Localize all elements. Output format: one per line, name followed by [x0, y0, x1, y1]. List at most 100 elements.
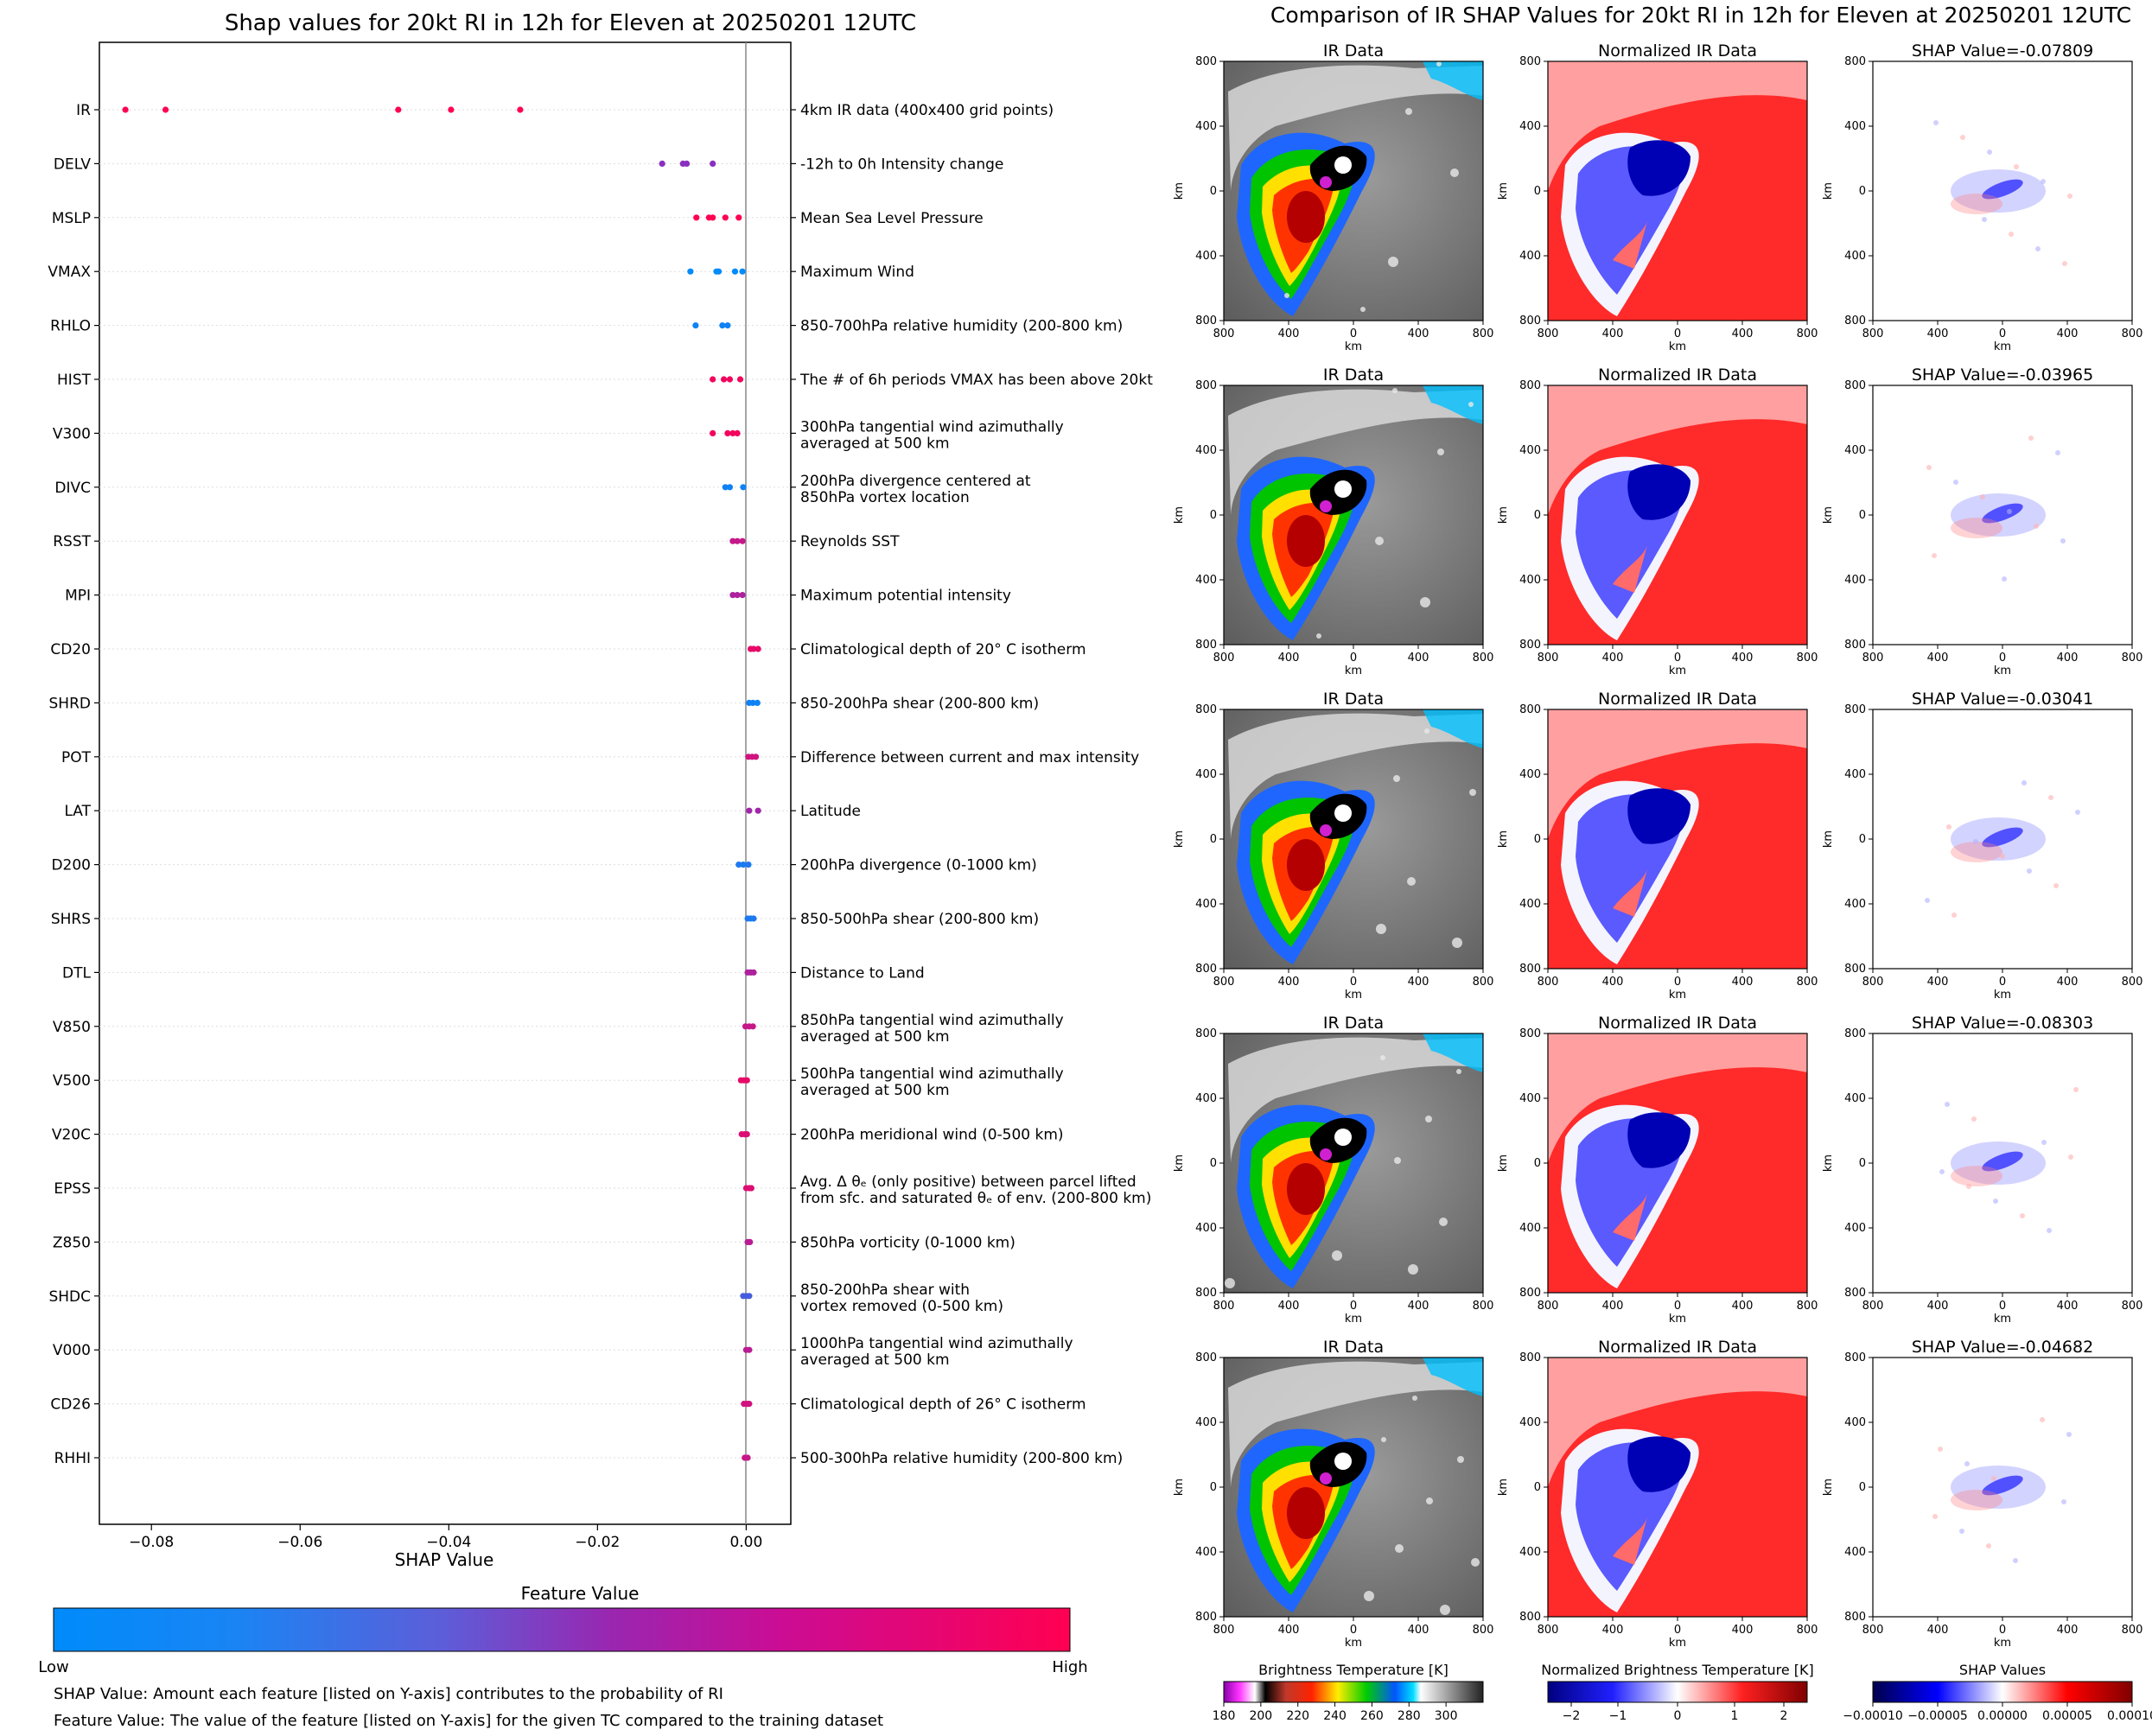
x-tick-label: 400: [1602, 1300, 1624, 1313]
shap-point: [692, 322, 699, 329]
feature-description: Climatological depth of 26° C isotherm: [800, 1396, 1086, 1414]
feature-description: averaged at 500 km: [800, 1082, 950, 1099]
colorbar-tick-label: −0.00010: [1843, 1709, 1903, 1723]
shap-point: [517, 106, 524, 113]
shap-neg-core: [1982, 827, 2023, 848]
shap-point: [746, 1346, 753, 1353]
shap-point: [734, 537, 741, 544]
x-tick-label: 0: [1350, 1300, 1357, 1313]
colorbar-title: Normalized Brightness Temperature [K]: [1541, 1662, 1814, 1678]
y-axis-label: km: [1173, 1478, 1186, 1496]
image-content: [1548, 385, 1807, 645]
y-tick-label: 800: [1844, 55, 1866, 68]
x-tick-label: 400: [1278, 327, 1300, 340]
y-tick-label: 800: [1195, 1027, 1217, 1040]
shap-speckle: [2002, 576, 2007, 582]
shap-point: [162, 106, 169, 113]
shap-point: [734, 592, 741, 599]
panel-title: SHAP Value=-0.03965: [1912, 366, 2093, 385]
shap-point: [734, 429, 741, 436]
shap-speckle: [2014, 164, 2019, 169]
x-axis-label: km: [1345, 989, 1362, 1002]
cold-cloud-top: [1423, 1358, 1483, 1396]
y-axis-label: km: [1822, 1478, 1835, 1496]
y-tick-label: 0: [1859, 1157, 1866, 1170]
y-tick-label: 0: [1534, 833, 1541, 846]
x-tick-label: 800: [1473, 976, 1494, 989]
x-tick-label: 400: [1408, 976, 1429, 989]
norm-core: [1627, 464, 1690, 520]
x-axis-label: km: [1669, 340, 1686, 353]
shap-point: [754, 699, 761, 707]
x-tick-label: 400: [1602, 1624, 1624, 1637]
x-tick-label: 800: [2122, 652, 2143, 665]
y-tick-label: 400: [1195, 444, 1217, 457]
y-tick-label: 400: [1844, 250, 1866, 263]
image-panel: SHAP Value=-0.07809800800400400004004008…: [1822, 41, 2142, 353]
shap-point: [750, 969, 757, 976]
y-tick-label: 800: [1195, 1287, 1217, 1300]
feature-description: 850-200hPa shear with: [800, 1281, 970, 1299]
y-tick-label: 400: [1519, 1546, 1541, 1559]
shap-speckle: [2028, 436, 2034, 441]
scattered-cloud: [1468, 402, 1474, 407]
comparison-title: Comparison of IR SHAP Values for 20kt RI…: [1270, 3, 2131, 28]
shap-speckle: [1945, 1102, 1950, 1107]
x-tick-label: 0: [1350, 976, 1357, 989]
y-tick-label: 400: [1844, 1092, 1866, 1105]
scattered-cloud: [1405, 108, 1412, 115]
feature-description: 500hPa tangential wind azimuthally: [800, 1065, 1064, 1083]
x-axis-label: km: [1994, 340, 2011, 353]
image-content: [1873, 385, 2132, 645]
norm-inner-warm: [1613, 221, 1647, 269]
shap-point: [395, 106, 402, 113]
shap-point: [750, 915, 757, 922]
x-tick-label: 800: [1862, 1300, 1884, 1313]
eye-magenta: [1320, 1472, 1332, 1485]
shap-point: [754, 645, 761, 652]
feature-description: 300hPa tangential wind azimuthally: [800, 418, 1064, 436]
image-content: [1548, 709, 1807, 969]
shap-speckle: [1959, 1529, 1964, 1534]
norm-band: [1548, 1358, 1807, 1487]
shap-point: [746, 1401, 753, 1408]
feature-description: vortex removed (0-500 km): [800, 1298, 1003, 1315]
x-tick-label: 400: [1408, 1624, 1429, 1637]
footnote-shap: SHAP Value: Amount each feature [listed …: [54, 1685, 723, 1703]
shap-speckle: [2075, 810, 2080, 815]
feature-label: RHLO: [50, 318, 91, 335]
storm-core: [1287, 1163, 1325, 1215]
feature-label: V300: [53, 425, 91, 442]
y-tick-label: 800: [1195, 379, 1217, 392]
storm-core: [1287, 839, 1325, 891]
scattered-cloud: [1393, 775, 1400, 782]
panel-title: IR Data: [1323, 1338, 1384, 1357]
y-axis-label: km: [1173, 506, 1186, 524]
shap-point: [715, 268, 723, 275]
feature-description: 500-300hPa relative humidity (200-800 km…: [800, 1450, 1123, 1467]
y-tick-label: 0: [1210, 509, 1217, 522]
scattered-cloud: [1375, 537, 1384, 545]
colorbar: SHAP Values −0.00010 −0.00005 0.00000 0.0000…: [1843, 1662, 2152, 1723]
x-tick-label: 800: [1213, 652, 1235, 665]
y-tick-label: 400: [1844, 1222, 1866, 1235]
y-axis-label: km: [1497, 1154, 1510, 1172]
norm-core: [1627, 140, 1690, 196]
feature-description: 4km IR data (400x400 grid points): [800, 102, 1054, 119]
y-axis-label: km: [1497, 506, 1510, 524]
colorbar-gradient: [1872, 1681, 2133, 1703]
x-tick-label: −0.06: [277, 1534, 322, 1551]
shap-speckle: [2020, 1213, 2025, 1218]
image-grid: IR Data80080040040000400400800800kmkmNor…: [1173, 41, 2142, 1650]
x-tick-label: 800: [1473, 327, 1494, 340]
shap-point: [749, 1023, 756, 1030]
cold-cloud-top: [1423, 1033, 1483, 1072]
scattered-cloud: [1364, 1591, 1374, 1601]
shap-speckle: [2009, 232, 2014, 237]
feature-description: averaged at 500 km: [800, 1028, 950, 1046]
feature-label: POT: [61, 749, 92, 766]
image-panel: SHAP Value=-0.04682800800400400004004008…: [1822, 1338, 2142, 1650]
y-tick-label: 0: [1210, 185, 1217, 198]
x-tick-label: −0.02: [575, 1534, 620, 1551]
y-axis-label: km: [1173, 1154, 1186, 1172]
